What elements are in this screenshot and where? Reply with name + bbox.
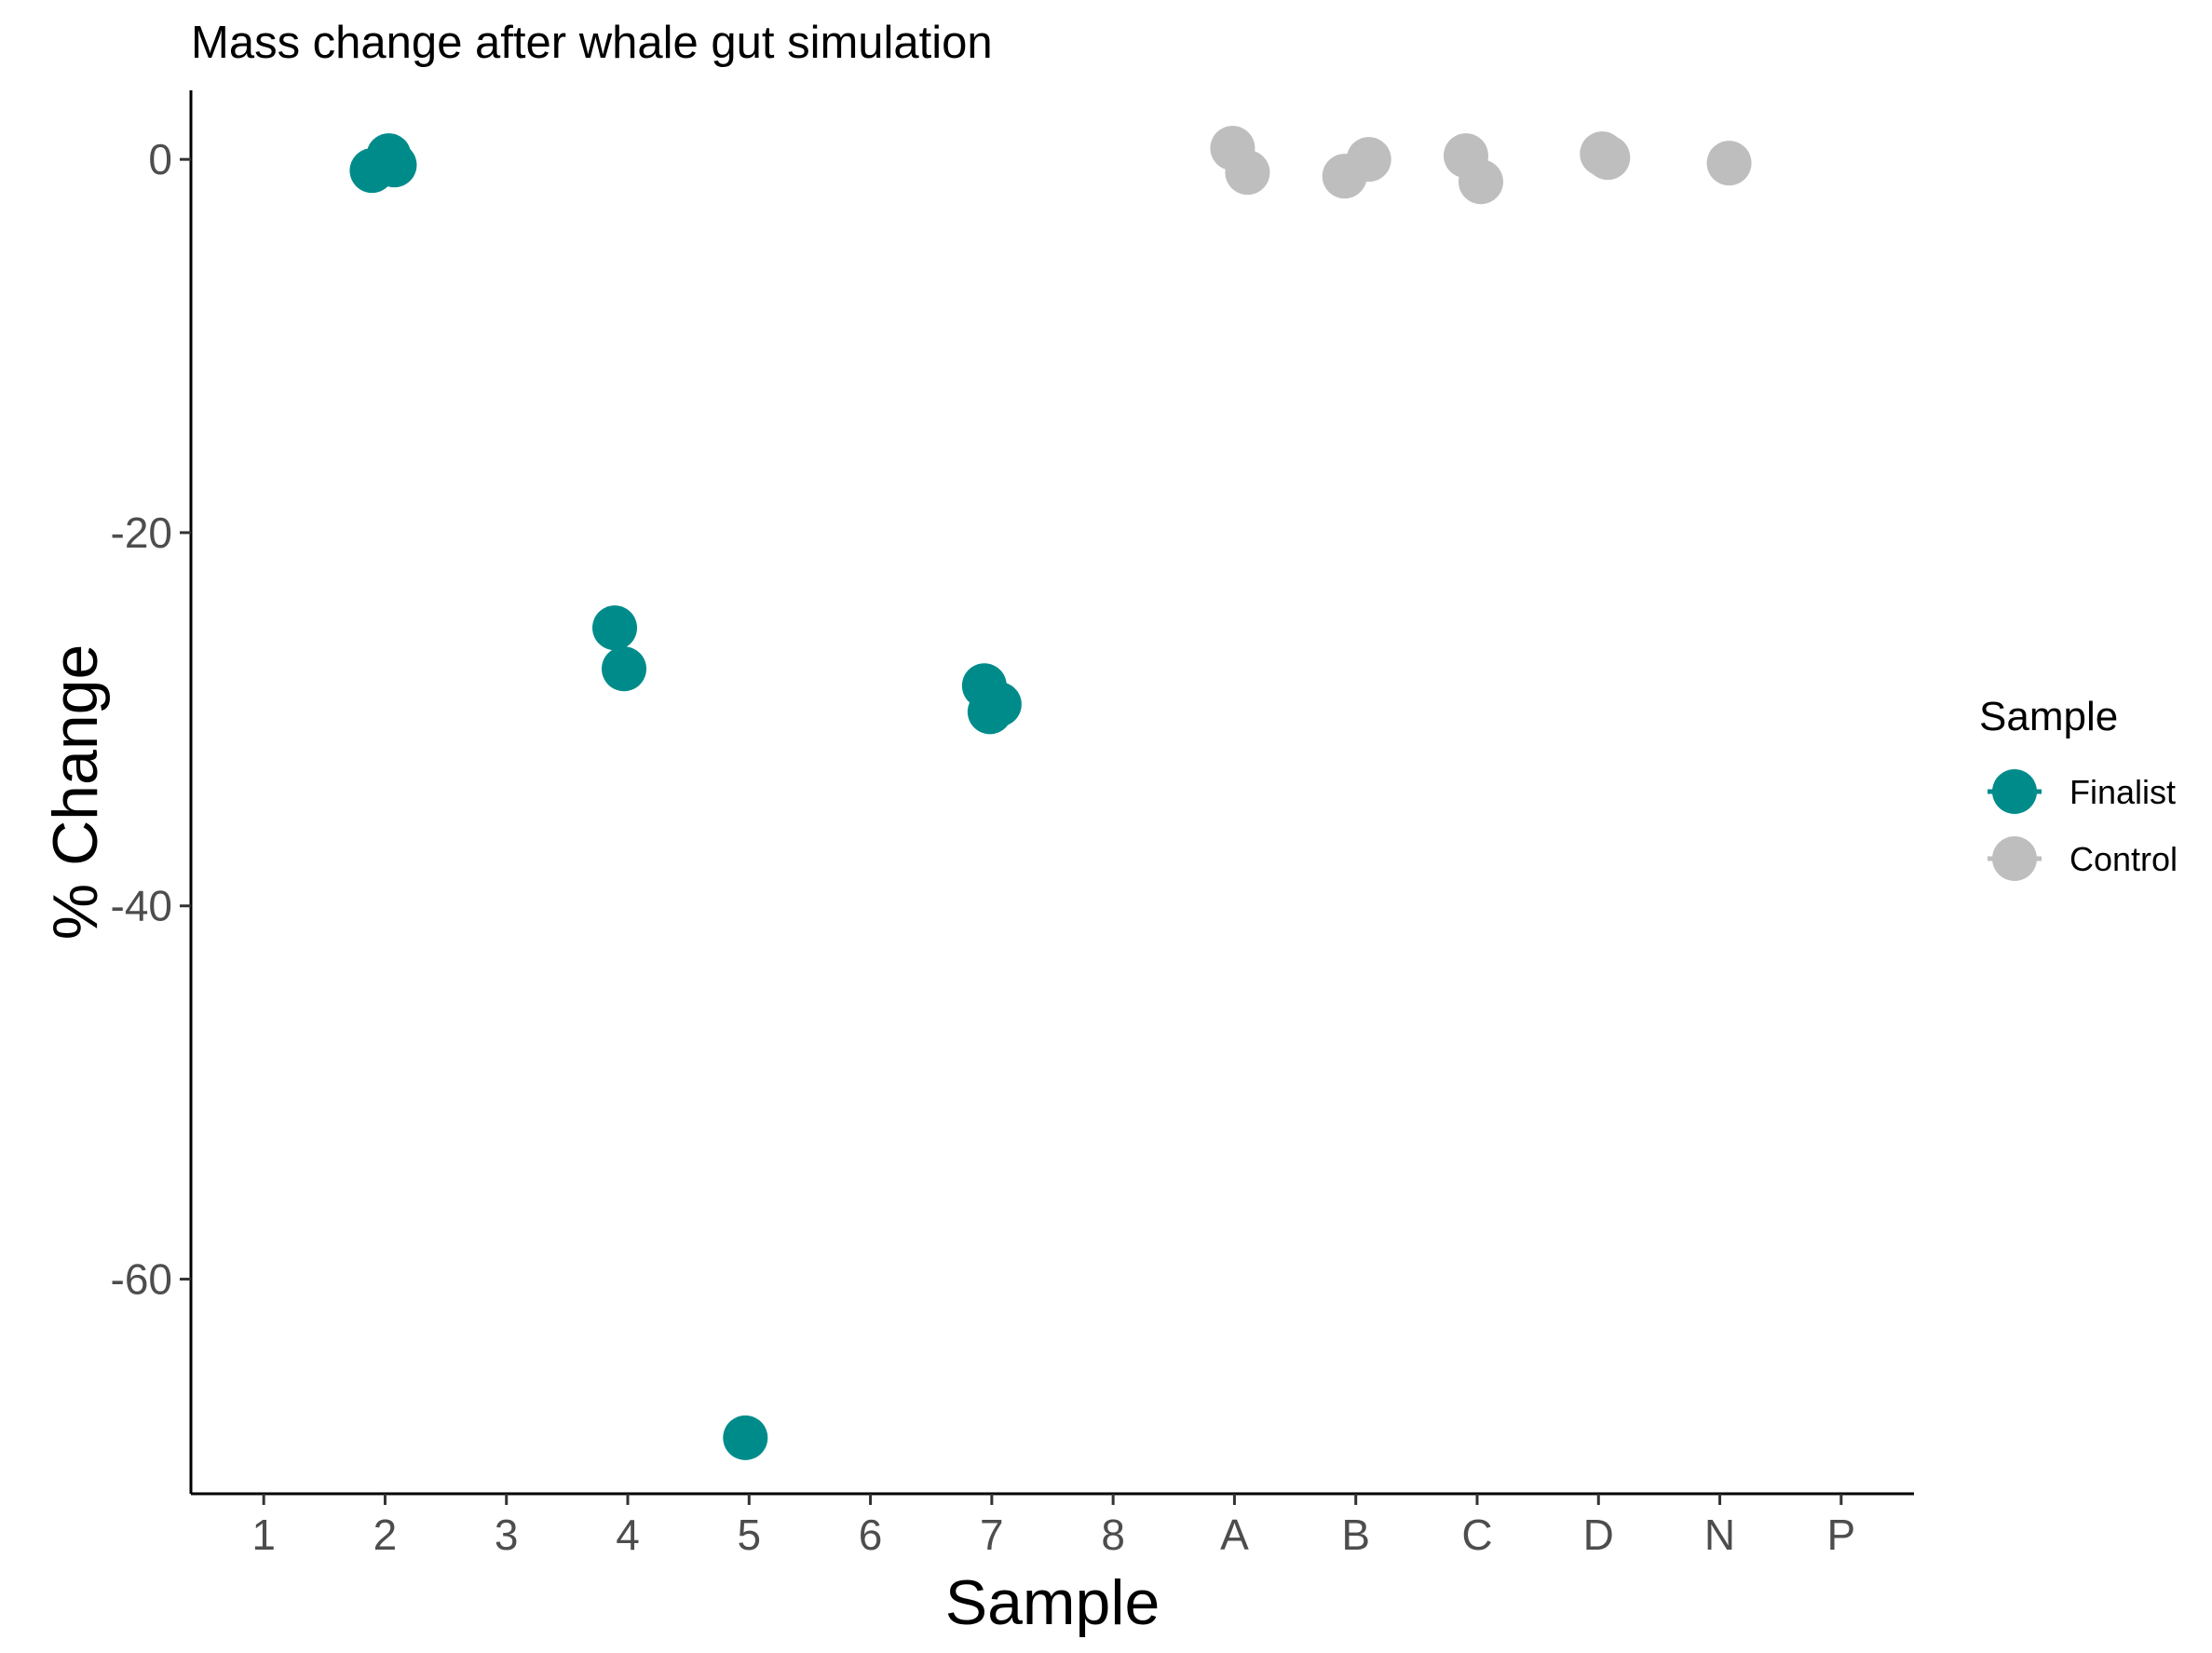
legend-label: Control xyxy=(2070,840,2178,878)
legend-label: Finalist xyxy=(2070,773,2176,811)
x-tick-label: 6 xyxy=(859,1511,883,1559)
x-tick-label: A xyxy=(1220,1511,1249,1559)
y-tick-label: -60 xyxy=(111,1255,172,1304)
data-point-finalist xyxy=(723,1415,768,1460)
x-tick-label: 8 xyxy=(1101,1511,1125,1559)
data-point-control xyxy=(1585,135,1631,181)
x-tick-label: N xyxy=(1704,1511,1735,1559)
y-tick-label: 0 xyxy=(148,135,172,183)
x-axis-title: Sample xyxy=(945,1567,1160,1638)
legend-title: Sample xyxy=(1979,694,2118,739)
x-tick-label: D xyxy=(1583,1511,1614,1559)
y-tick-label: -20 xyxy=(111,508,172,557)
x-tick-label: 7 xyxy=(980,1511,1004,1559)
data-point-finalist xyxy=(349,148,395,194)
data-point-control xyxy=(1458,159,1503,205)
chart-title: Mass change after whale gut simulation xyxy=(191,18,993,68)
data-point-finalist xyxy=(592,605,638,651)
x-tick-label: 2 xyxy=(373,1511,398,1559)
x-tick-label: B xyxy=(1341,1511,1370,1559)
legend: Sample Finalist Control xyxy=(1979,694,2178,881)
x-tick-label: P xyxy=(1826,1511,1855,1559)
y-axis-ticks: 0 -20 -40 -60 xyxy=(111,135,191,1304)
x-tick-label: 4 xyxy=(616,1511,640,1559)
legend-key-control xyxy=(1992,836,2037,881)
data-points xyxy=(349,126,1752,1460)
x-axis-ticks: 1 2 3 4 5 6 7 8 A B C D N P xyxy=(251,1494,1855,1559)
x-tick-label: C xyxy=(1461,1511,1492,1559)
data-point-control xyxy=(1706,141,1752,186)
y-tick-label: -40 xyxy=(111,882,172,930)
legend-key-finalist xyxy=(1992,769,2037,814)
data-point-control xyxy=(1322,154,1367,199)
data-point-control xyxy=(1225,150,1270,196)
x-tick-label: 5 xyxy=(737,1511,761,1559)
x-tick-label: 1 xyxy=(251,1511,276,1559)
y-axis-title: % Change xyxy=(40,644,111,941)
x-tick-label: 3 xyxy=(495,1511,519,1559)
data-point-finalist xyxy=(967,689,1012,735)
data-point-finalist xyxy=(602,646,647,692)
